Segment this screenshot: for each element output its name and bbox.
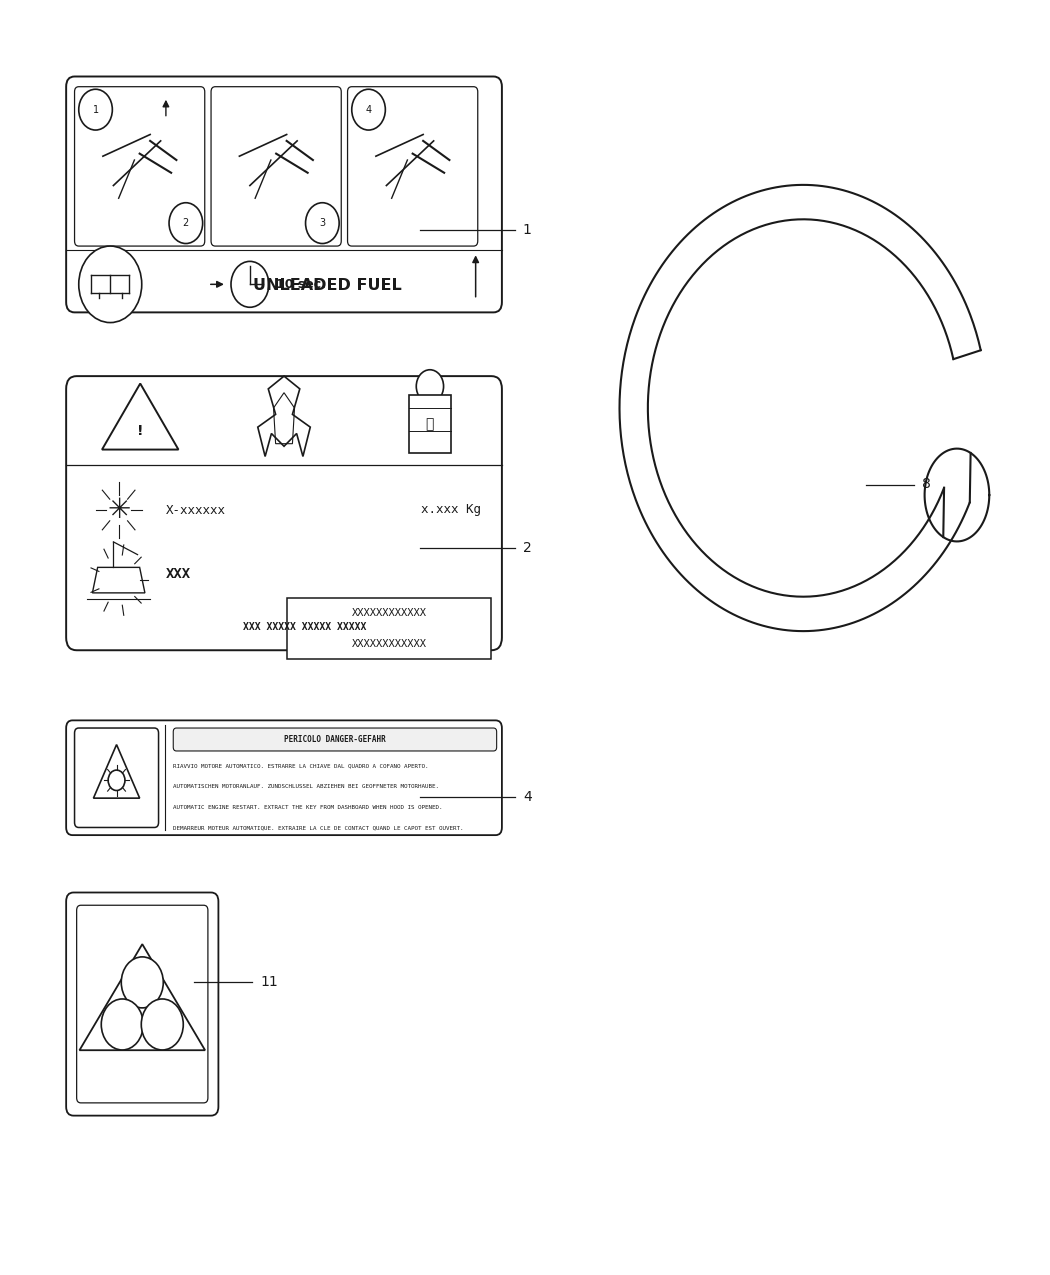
Circle shape <box>306 203 339 244</box>
FancyBboxPatch shape <box>66 76 502 312</box>
FancyBboxPatch shape <box>75 728 159 827</box>
Circle shape <box>108 770 125 790</box>
FancyBboxPatch shape <box>66 376 502 650</box>
Text: 8: 8 <box>922 478 930 491</box>
Circle shape <box>142 1000 184 1051</box>
Circle shape <box>79 246 142 323</box>
Text: 4: 4 <box>523 790 531 803</box>
Circle shape <box>169 203 203 244</box>
Text: XXXXXXXXXXXX: XXXXXXXXXXXX <box>352 608 426 618</box>
Text: XXX XXXXX XXXXX XXXXX: XXX XXXXX XXXXX XXXXX <box>244 622 366 632</box>
Text: 1: 1 <box>523 223 531 236</box>
Text: x.xxx Kg: x.xxx Kg <box>421 504 481 516</box>
FancyBboxPatch shape <box>211 87 341 246</box>
FancyBboxPatch shape <box>408 395 450 453</box>
Text: 2: 2 <box>523 542 531 555</box>
Text: AUTOMATIC ENGINE RESTART. EXTRACT THE KEY FROM DASHBOARD WHEN HOOD IS OPENED.: AUTOMATIC ENGINE RESTART. EXTRACT THE KE… <box>173 805 443 810</box>
Text: 2: 2 <box>183 218 189 228</box>
Circle shape <box>122 956 164 1007</box>
Text: UNLEADED FUEL: UNLEADED FUEL <box>253 278 402 293</box>
Text: 11: 11 <box>260 975 278 988</box>
Text: RIAVVIO MOTORE AUTOMATICO. ESTRARRE LA CHIAVE DAL QUADRO A COFANO APERTO.: RIAVVIO MOTORE AUTOMATICO. ESTRARRE LA C… <box>173 764 428 769</box>
Text: XXX: XXX <box>166 567 191 580</box>
Circle shape <box>101 1000 143 1051</box>
Circle shape <box>352 89 385 130</box>
Circle shape <box>416 370 443 403</box>
FancyBboxPatch shape <box>287 598 491 659</box>
Text: AUTOMATISCHEN MOTORANLAUF. ZUNDSCHLUSSEL ABZIEHEN BEI GEOFFNETER MOTORHAUBE.: AUTOMATISCHEN MOTORANLAUF. ZUNDSCHLUSSEL… <box>173 784 439 789</box>
Circle shape <box>79 89 112 130</box>
Text: !: ! <box>136 425 144 437</box>
FancyBboxPatch shape <box>348 87 478 246</box>
FancyBboxPatch shape <box>66 720 502 835</box>
Circle shape <box>231 261 269 307</box>
Text: PERICOLO DANGER-GEFAHR: PERICOLO DANGER-GEFAHR <box>285 734 385 745</box>
FancyBboxPatch shape <box>66 892 218 1116</box>
Text: 3: 3 <box>319 218 326 228</box>
FancyBboxPatch shape <box>173 728 497 751</box>
Text: 1: 1 <box>92 105 99 115</box>
Text: XXXXXXXXXXXX: XXXXXXXXXXXX <box>352 639 426 649</box>
Text: 10 sec.: 10 sec. <box>276 278 327 291</box>
FancyBboxPatch shape <box>75 87 205 246</box>
FancyBboxPatch shape <box>77 905 208 1103</box>
Text: X-xxxxxx: X-xxxxxx <box>166 504 226 516</box>
Text: 4: 4 <box>365 105 372 115</box>
Text: ⚿: ⚿ <box>425 418 434 431</box>
Text: ✳: ✳ <box>107 496 130 524</box>
Text: DEMARREUR MOTEUR AUTOMATIQUE. EXTRAIRE LA CLE DE CONTACT QUAND LE CAPOT EST OUVE: DEMARREUR MOTEUR AUTOMATIQUE. EXTRAIRE L… <box>173 825 464 830</box>
